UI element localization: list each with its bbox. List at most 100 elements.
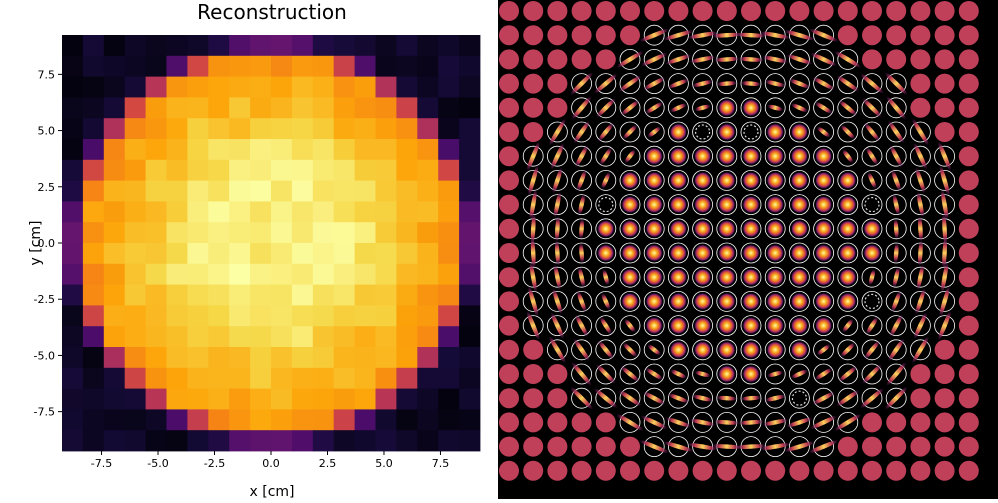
heatmap-cell xyxy=(333,97,355,119)
heatmap-cell xyxy=(124,118,146,140)
heatmap-cell xyxy=(291,222,314,244)
heatmap-cell xyxy=(145,118,167,140)
channel-cell xyxy=(837,290,859,312)
channel-cell xyxy=(738,411,764,433)
channel-cell xyxy=(547,118,568,146)
channel-cell xyxy=(522,310,544,341)
heatmap-cell xyxy=(354,97,376,119)
heatmap-cell xyxy=(312,139,335,161)
channel-cell xyxy=(571,218,592,240)
channel-cell xyxy=(861,339,883,361)
heatmap-cell xyxy=(229,118,251,140)
channel-cell xyxy=(837,436,858,457)
heatmap-cell xyxy=(62,305,84,327)
heatmap-cell xyxy=(229,201,251,223)
heatmap-cell xyxy=(124,284,146,306)
channel-cell xyxy=(934,310,956,341)
heatmap-cell xyxy=(271,430,293,452)
heatmap-cell xyxy=(187,367,209,389)
heatmap-cell xyxy=(82,347,105,369)
channel-cell xyxy=(884,386,908,410)
channel-cell xyxy=(958,25,979,46)
heatmap-cell xyxy=(82,430,105,452)
heatmap-cell xyxy=(312,326,335,348)
heatmap-cell xyxy=(417,55,439,77)
channel-cell xyxy=(522,213,544,245)
heatmap-cell xyxy=(291,35,314,57)
heatmap-cell xyxy=(166,347,188,369)
channel-cell xyxy=(837,460,858,481)
heatmap-cell xyxy=(312,409,335,431)
channel-cell xyxy=(934,73,955,94)
heatmap-cell xyxy=(438,222,460,244)
channel-cell xyxy=(570,72,594,96)
channel-cell xyxy=(595,436,616,457)
heatmap-cell xyxy=(354,55,376,77)
channel-cell xyxy=(692,290,714,312)
channel-cell xyxy=(764,169,786,191)
y-tick-label: 0.0 xyxy=(38,237,56,250)
channel-cell xyxy=(741,460,761,481)
channel-cell xyxy=(711,24,743,46)
channel-cell xyxy=(667,242,689,264)
channel-cell xyxy=(788,145,810,167)
channel-cell xyxy=(788,97,810,119)
channel-cell xyxy=(523,364,544,384)
channel-cell xyxy=(689,49,716,70)
heatmap-cell xyxy=(166,139,188,161)
heatmap-cell xyxy=(417,76,439,98)
channel-cell xyxy=(909,312,931,339)
heatmap-cell xyxy=(375,305,397,327)
heatmap-cell xyxy=(208,305,230,327)
heatmap-cell xyxy=(459,284,481,306)
heatmap-cell xyxy=(375,97,397,119)
channel-cell xyxy=(934,49,955,70)
heatmap-cell xyxy=(459,55,481,77)
channel-cell xyxy=(692,73,714,94)
channel-cell xyxy=(571,25,592,46)
channel-cell xyxy=(808,436,839,458)
channel-cell xyxy=(784,436,815,458)
channel-cell xyxy=(788,73,811,94)
channel-cell xyxy=(522,286,544,317)
channel-cell xyxy=(810,49,837,70)
channel-cell xyxy=(643,194,665,216)
heatmap-cell xyxy=(145,326,167,348)
heatmap-cell xyxy=(312,159,335,181)
heatmap-cell xyxy=(291,159,314,181)
channel-cell xyxy=(687,436,718,458)
y-tick-label: 7.5 xyxy=(38,68,56,81)
heatmap-cell xyxy=(312,201,335,223)
channel-cell xyxy=(861,315,883,337)
heatmap-cell xyxy=(417,430,439,452)
heatmap-cell xyxy=(396,201,418,223)
heatmap-cell xyxy=(124,243,146,265)
heatmap-cell xyxy=(229,55,251,77)
heatmap-cell xyxy=(354,243,376,265)
heatmap-cell xyxy=(229,430,251,452)
heatmap-cell xyxy=(145,409,167,431)
heatmap-cell xyxy=(459,347,481,369)
heatmap-cell xyxy=(271,159,293,181)
heatmap-cell xyxy=(333,201,355,223)
heatmap-cell xyxy=(208,118,230,140)
channel-cell xyxy=(499,49,519,70)
channel-cell xyxy=(885,338,907,362)
channel-cell xyxy=(547,412,568,433)
heatmap-cell xyxy=(145,388,167,410)
heatmap-cell xyxy=(459,367,481,389)
heatmap-cell xyxy=(291,76,314,98)
channel-cell xyxy=(595,97,617,119)
heatmap-cell xyxy=(396,139,418,161)
heatmap-cell xyxy=(333,139,355,161)
channel-cell xyxy=(499,97,519,118)
channel-cell xyxy=(499,291,519,312)
channel-cell xyxy=(547,216,568,242)
heatmap-cell xyxy=(438,326,460,348)
heatmap-cell xyxy=(438,243,460,265)
channel-cell xyxy=(716,387,738,409)
heatmap-cell xyxy=(333,367,355,389)
channel-cell xyxy=(547,49,568,70)
channel-cell xyxy=(813,145,835,167)
heatmap-cell xyxy=(271,305,293,327)
